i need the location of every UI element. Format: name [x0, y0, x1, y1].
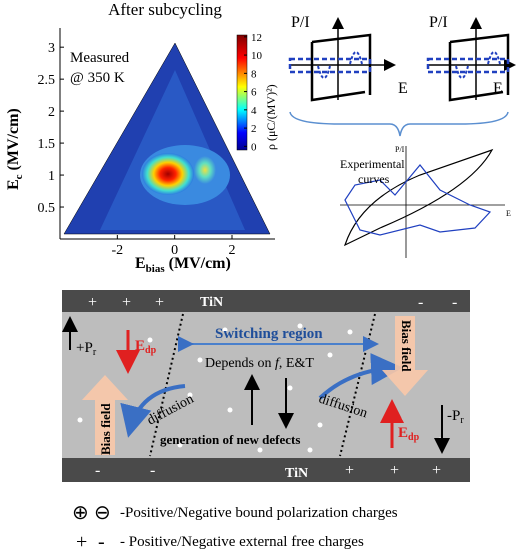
switching-label: Switching region [215, 326, 323, 342]
y-tick-label: 0.5 [38, 201, 56, 216]
x-tick-label: 0 [171, 243, 178, 258]
label: curves [358, 172, 390, 186]
bias-field-arrow [382, 316, 428, 396]
legend-symbol: ⊕ [72, 502, 89, 524]
hot-spot [142, 153, 194, 195]
charge: + [155, 294, 164, 311]
axis-label: P/I [291, 14, 310, 31]
axis-label: E [398, 80, 408, 97]
colorbar-tick-label: 6 [251, 87, 257, 99]
y-tick-label: 1 [48, 169, 55, 184]
y-tick-label: 3 [48, 41, 55, 56]
loop [310, 33, 372, 102]
diffusion-arrow [120, 384, 186, 438]
domain-wall [149, 313, 184, 457]
y-tick-label: 1.5 [38, 137, 56, 152]
loop-schematic: P/I E [426, 14, 516, 102]
depends-label: Depends on f, E&T [205, 356, 314, 371]
loop-schematic: P/I E [288, 14, 408, 102]
colorbar [236, 34, 248, 151]
axis-label: E [493, 80, 503, 97]
edp-label: Edp [398, 425, 420, 443]
x-label: Ebias (MV/cm) [135, 255, 231, 275]
y-tick-label: 2 [48, 105, 55, 120]
domain-wall [339, 313, 376, 457]
colorbar-tick-label: 2 [251, 123, 257, 135]
pr-label: +Pr [76, 340, 97, 358]
pr-label: -Pr [447, 408, 464, 426]
colorbar-label: ρ (μC/(MV)²) [264, 84, 278, 150]
legend-symbol: - [98, 531, 105, 553]
bias-field-label: Bias field [399, 320, 414, 372]
x-tick-label: -2 [111, 243, 123, 258]
generation-label: generation of new defects [160, 432, 300, 447]
annotation: Measured [70, 50, 130, 66]
y-tick-label: 2.5 [38, 73, 56, 88]
x-tick-label: 2 [229, 243, 236, 258]
top-electrode [62, 290, 470, 312]
brace [289, 111, 509, 137]
bottom-electrode [62, 458, 470, 482]
legend-text: -Positive/Negative bound polarization ch… [120, 505, 398, 521]
y-label: Ec (MV/cm) [5, 108, 25, 190]
colorbar-tick-label: 8 [251, 68, 257, 80]
charge: - [452, 294, 457, 311]
legend-text: - Positive/Negative external free charge… [120, 534, 364, 550]
edp-label: Edp [135, 338, 157, 356]
diffusion-arrow [318, 353, 403, 400]
dashed-loop [288, 57, 372, 74]
charge: + [122, 294, 131, 311]
contour-plot: After subcycling Measured @ 350 K Ebias … [5, 0, 278, 275]
charge: - [95, 462, 100, 479]
charge: + [432, 462, 441, 479]
bias-field-label: Bias field [98, 403, 113, 455]
axis-label: P/I [429, 14, 448, 31]
charge: - [418, 294, 423, 311]
pe-curve [343, 148, 494, 247]
current-curve [344, 164, 492, 236]
colorbar-tick-label: 4 [251, 105, 257, 117]
annotation: @ 350 K [70, 70, 125, 86]
charge: + [345, 462, 354, 479]
plot-title: After subcycling [108, 0, 222, 19]
charge: + [88, 294, 97, 311]
legend-symbol: ⊖ [94, 502, 111, 524]
legend: ⊕ ⊖ -Positive/Negative bound polarizatio… [72, 502, 398, 553]
colorbar-tick-label: 0 [251, 141, 257, 153]
warm-spot [194, 156, 216, 184]
legend-symbol: + [76, 531, 87, 553]
colorbar-tick-label: 10 [251, 50, 263, 62]
charge: + [390, 462, 399, 479]
electrode-label: TiN [200, 295, 223, 310]
bias-field-arrow [82, 375, 128, 455]
colorbar-tick-label: 12 [251, 32, 262, 44]
label: Experimental [340, 157, 405, 171]
electrode-label: TiN [285, 466, 308, 481]
experimental-curves: Experimental curves P/I E [340, 145, 511, 258]
loop [448, 33, 510, 102]
axis-label: P/I [395, 145, 405, 154]
dashed-loop [426, 57, 510, 74]
device: TiN TiN + + + - - - - + + + Switching re… [62, 290, 470, 482]
axis-label: E [506, 209, 511, 218]
charge: - [150, 462, 155, 479]
